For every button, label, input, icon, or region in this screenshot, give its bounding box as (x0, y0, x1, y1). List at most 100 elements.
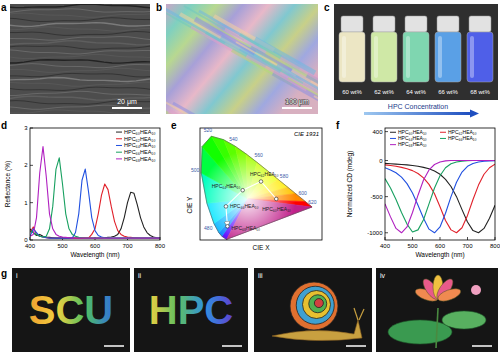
optical-image (166, 4, 318, 114)
fiber-streak (10, 87, 150, 90)
snail-shell-ring (303, 291, 331, 319)
y-tick-label: -1000 (367, 230, 383, 236)
figure: a20 μmb100 μmc60 wt%62 wt%64 wt%66 wt%68… (0, 0, 500, 354)
series-line (385, 161, 495, 233)
vial-label: 64 wt% (406, 89, 426, 95)
vial-highlight (470, 36, 474, 78)
legend-swatch (390, 138, 396, 139)
wavelength-label: 500 (191, 167, 200, 173)
birefringence-streak (169, 111, 229, 114)
vial-label: 60 wt% (342, 89, 362, 95)
x-tick-label: 500 (57, 243, 68, 249)
y-tick-label: 0 (24, 237, 28, 243)
fiber-streak (10, 18, 150, 22)
scale-bar-label: 20 μm (117, 98, 137, 106)
caption: HPC Concentration (388, 103, 448, 110)
chart-title: CIE 1931 (294, 131, 319, 137)
fiber-streak (10, 91, 150, 95)
gamut-fill (200, 128, 322, 240)
panel-label: e (171, 120, 177, 131)
concentration-arrow (364, 112, 470, 115)
vial-label: 68 wt% (470, 89, 490, 95)
spectral-locus (201, 136, 312, 239)
snail-antenna (359, 309, 364, 320)
panel-label: b (156, 2, 162, 13)
wavelength-label: 560 (254, 152, 263, 158)
series-line (385, 161, 495, 233)
y-tick (385, 160, 388, 161)
series-line (30, 158, 160, 238)
plot-frame (30, 128, 160, 240)
legend-swatch (390, 144, 396, 145)
fiber-streak (10, 13, 150, 17)
birefringence-streak (255, 39, 315, 73)
color-point (224, 205, 228, 209)
x-tick-label: 800 (490, 243, 500, 249)
color-point (241, 188, 245, 192)
scale-bar (112, 107, 142, 109)
photo-background (134, 268, 248, 352)
snail-shell-ring (296, 286, 334, 324)
arrow-head (470, 110, 479, 118)
chart-f: f400500600700800-1000-5000400Wavelength … (336, 120, 500, 259)
snail-shell-ring (309, 295, 327, 313)
panel-b: b100 μm (150, 2, 393, 145)
photo-label: iii (258, 272, 263, 279)
birefringence-streak (314, 96, 318, 114)
panel-label: g (1, 268, 7, 279)
y-tick-label: -500 (370, 194, 383, 200)
wavelength-label: 480 (204, 225, 213, 231)
series-line (385, 161, 495, 233)
y-tick-label: 0 (379, 158, 383, 164)
y-tick (30, 165, 33, 166)
vial-cap (437, 16, 459, 32)
vial-label: 62 wt% (374, 89, 394, 95)
fiber-streak (10, 110, 150, 114)
legend-label: HPC₆₄HEA₁₀ (398, 135, 427, 141)
legend-label: HPC₆₈HEA₁₀ (124, 156, 156, 162)
vial-highlight (342, 36, 346, 78)
y-tick (385, 131, 388, 132)
legend-swatch (116, 158, 122, 159)
x-tick (412, 237, 413, 240)
fiber-streak (10, 64, 150, 68)
vial (403, 32, 429, 82)
y-tick-label: 400 (372, 129, 383, 135)
y-axis-label: Reflectance (%) (4, 161, 12, 207)
x-axis-label: CIE X (253, 244, 271, 251)
birefringence-streak (173, 103, 233, 114)
snail-shell-ring (290, 282, 338, 330)
vial-cap (373, 16, 395, 32)
sem-texture (10, 4, 150, 114)
vial-highlight (374, 36, 378, 78)
fiber-streak (10, 37, 150, 41)
panel-label: d (1, 120, 7, 131)
photo-background (254, 268, 372, 352)
wavelength-label: 620 (308, 199, 317, 205)
scale-bar (346, 345, 366, 347)
scale-bar (104, 345, 124, 347)
vial-cap (341, 16, 363, 32)
photo: iv (376, 268, 498, 352)
legend-label: HPC₆₆HEA₁₀ (448, 135, 477, 141)
scale-bar (222, 345, 242, 347)
point-label: HPC₆₄HEA₁₀ (212, 183, 241, 189)
vial-photo (334, 4, 498, 100)
y-tick-label: 2 (24, 162, 28, 168)
panel-label: a (1, 2, 7, 13)
legend-label: HPC₆₂HEA₁₀ (448, 129, 477, 135)
legend: HPC₆₀HEA₁₀HPC₆₂HEA₁₀HPC₆₄HEA₁₀HPC₆₆HEA₁₀… (390, 129, 477, 147)
x-tick-label: 600 (90, 243, 101, 249)
vial-highlight (438, 36, 442, 78)
series-line (385, 164, 495, 233)
wavelength-label: 520 (204, 127, 213, 133)
point-label: HPC₆₆HEA₁₀ (230, 203, 259, 209)
x-tick-label: 500 (407, 243, 418, 249)
plot-lines (30, 147, 160, 238)
vial-label: 66 wt% (438, 89, 458, 95)
legend-label: HPC₆₈HEA₁₀ (398, 141, 427, 147)
wavelength-label: 600 (298, 190, 307, 196)
vial (339, 32, 365, 82)
wavelength-label: 540 (229, 136, 238, 142)
color-point (259, 180, 263, 184)
